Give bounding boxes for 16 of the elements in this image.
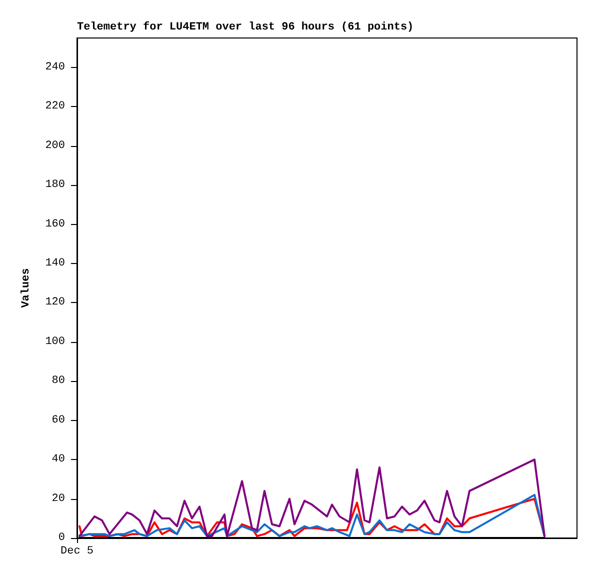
y-axis-title: Values [20, 268, 32, 308]
y-tick-label: 140 [45, 257, 65, 270]
y-tick-label: 240 [45, 61, 65, 74]
chart-title: Telemetry for LU4ETM over last 96 hours (61 points) [77, 20, 414, 34]
y-tick-label: 160 [45, 218, 65, 230]
x-tick-label: Dec 5 [60, 546, 94, 558]
y-tick-label: 0 [58, 532, 65, 544]
y-tick-label: 180 [45, 179, 65, 192]
y-tick-label: 120 [45, 296, 65, 309]
y-tick-label: 20 [52, 492, 65, 505]
y-tick-label: 100 [45, 336, 65, 348]
y-tick-label: 60 [52, 414, 65, 426]
y-tick-label: 40 [52, 454, 65, 466]
y-tick-label: 200 [45, 140, 65, 152]
y-tick-label: 220 [45, 100, 65, 113]
y-tick-label: 80 [52, 375, 65, 388]
